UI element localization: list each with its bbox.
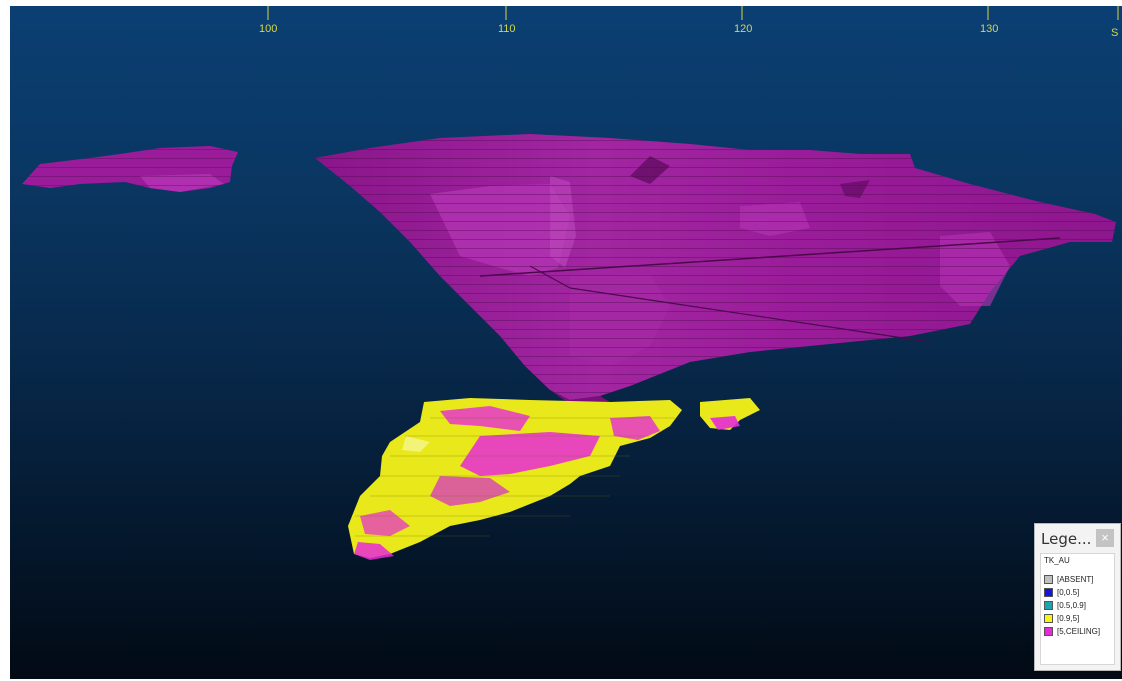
legend-swatch [1044, 587, 1053, 597]
tick-110: 110 [498, 6, 516, 35]
legend-item-label: [ABSENT] [1057, 574, 1094, 584]
legend-swatch [1044, 600, 1053, 610]
legend-item-label: [0,0.5] [1057, 587, 1080, 597]
legend-item-0-0.5: [0,0.5] [1044, 587, 1079, 597]
tick-label-110: 110 [498, 23, 516, 35]
block-model [348, 398, 760, 560]
legend-item-label: [5,CEILING] [1057, 626, 1101, 636]
tick-100: 100 [259, 6, 277, 35]
tick-label-s: S [1111, 27, 1118, 39]
legend-title: Lege... [1041, 530, 1092, 548]
legend-item-label: [0.9,5] [1057, 613, 1080, 623]
tick-label-100: 100 [259, 23, 277, 35]
legend-item-label: [0.5,0.9] [1057, 600, 1086, 610]
axis-ticks: 100 110 120 130 S [259, 6, 1119, 39]
pit-shell-small [22, 146, 238, 192]
3d-scene[interactable]: 100 110 120 130 S [10, 6, 1122, 679]
legend-body: TK_AU [ABSENT] [0,0.5] [0.5,0.9] [0.9,5]… [1040, 553, 1115, 665]
legend-item-5-ceiling: [5,CEILING] [1044, 626, 1100, 636]
tick-130: 130 [980, 6, 998, 35]
legend-attribute: TK_AU [1044, 556, 1070, 565]
legend-swatch [1044, 574, 1053, 584]
tick-s: S [1111, 6, 1119, 39]
legend-panel[interactable]: Lege... × TK_AU [ABSENT] [0,0.5] [0.5,0.… [1034, 523, 1121, 671]
legend-item-0.5-0.9: [0.5,0.9] [1044, 600, 1086, 610]
legend-swatch [1044, 626, 1053, 636]
close-icon[interactable]: × [1096, 529, 1114, 547]
pit-shell-main [315, 134, 1116, 404]
legend-swatch [1044, 613, 1053, 623]
tick-label-120: 120 [734, 23, 752, 35]
legend-item-0.9-5: [0.9,5] [1044, 613, 1079, 623]
3d-viewport[interactable]: 100 110 120 130 S [10, 6, 1122, 679]
tick-label-130: 130 [980, 23, 998, 35]
legend-item-absent: [ABSENT] [1044, 574, 1093, 584]
tick-120: 120 [734, 6, 752, 35]
